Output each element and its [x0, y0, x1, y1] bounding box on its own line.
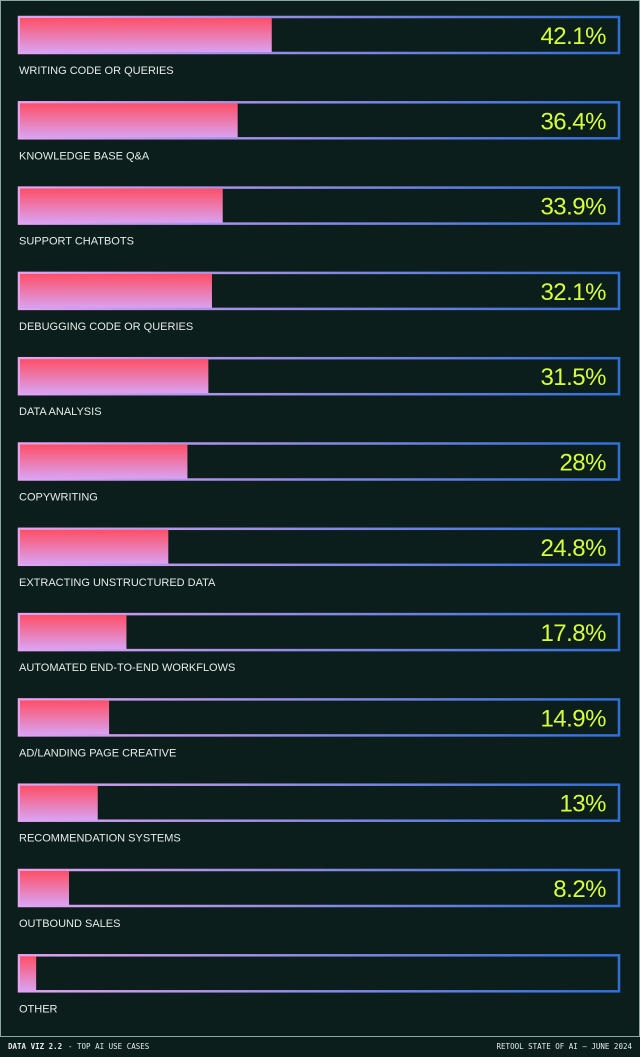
bar: [20, 18, 272, 52]
footer-title: - TOP AI USE CASES: [68, 1042, 150, 1051]
bar-track: [17, 101, 621, 140]
category-label: OTHER: [19, 1003, 58, 1015]
category-label: AUTOMATED END-TO-END WORKFLOWS: [19, 662, 235, 674]
category-label: SUPPORT CHATBOTS: [19, 236, 134, 248]
category-label: RECOMMENDATION SYSTEMS: [19, 833, 181, 845]
category-label: DATA ANALYSIS: [19, 406, 102, 418]
value-label: 13%: [559, 791, 606, 818]
category-label: WRITING CODE OR QUERIES: [19, 65, 174, 77]
value-label: 17.8%: [540, 620, 606, 647]
bar-track: [17, 356, 621, 396]
bar-track: [17, 612, 621, 652]
bar-track: [17, 15, 621, 55]
value-label: 8.2%: [553, 876, 606, 903]
footer-id: DATA VIZ 2.2: [8, 1042, 62, 1051]
bar: [20, 188, 223, 223]
footer-source: RETOOL STATE OF AI — JUNE 2024: [497, 1042, 633, 1051]
bar: [20, 444, 188, 479]
value-label: 33.9%: [540, 194, 606, 221]
bar: [20, 785, 98, 820]
category-label: OUTBOUND SALES: [19, 918, 120, 930]
value-label: 32.1%: [540, 279, 606, 306]
bar-track: [17, 783, 621, 822]
bar: [20, 615, 127, 650]
bar: [20, 529, 169, 564]
category-label: EXTRACTING UNSTRUCTURED DATA: [19, 577, 216, 589]
value-label: 31.5%: [540, 364, 606, 391]
value-label: 42.1%: [540, 23, 606, 50]
bar-track: [17, 442, 621, 481]
bar-track: [17, 527, 621, 567]
bar-track: [17, 698, 621, 737]
value-label: 28%: [559, 450, 606, 477]
bar: [20, 956, 37, 991]
value-label: 14.9%: [540, 705, 606, 732]
value-label: 36.4%: [540, 108, 606, 135]
bar-track: [17, 271, 621, 311]
bar-track: [17, 868, 621, 908]
bar: [20, 871, 70, 905]
bar: [20, 359, 209, 394]
bar: [20, 103, 238, 138]
category-label: KNOWLEDGE BASE Q&A: [19, 150, 150, 162]
category-label: AD/LANDING PAGE CREATIVE: [19, 747, 176, 759]
category-label: COPYWRITING: [19, 492, 98, 504]
category-label: DEBUGGING CODE OR QUERIES: [19, 321, 193, 333]
value-label: 24.8%: [540, 535, 606, 562]
bar: [20, 273, 212, 308]
bar-track: [17, 954, 621, 993]
bar-track: [17, 186, 621, 225]
bar: [20, 700, 110, 735]
